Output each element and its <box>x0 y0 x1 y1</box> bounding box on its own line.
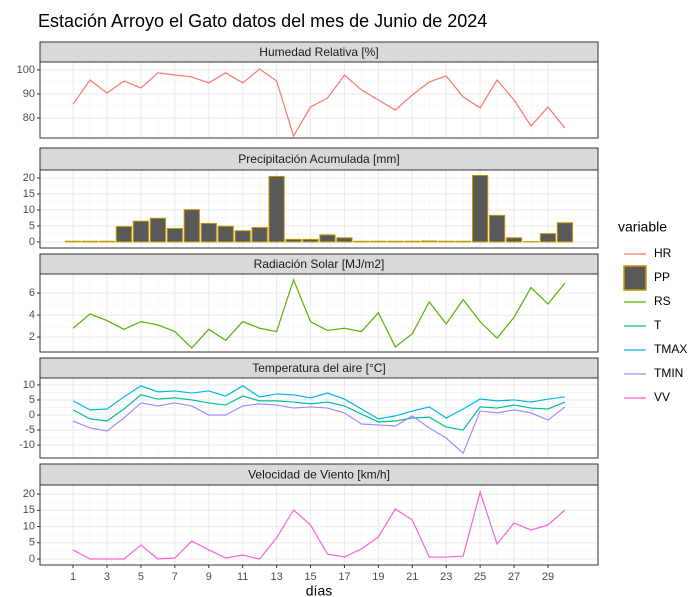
bar <box>488 214 506 243</box>
y-tick-label: 100 <box>17 64 35 76</box>
bar <box>353 240 370 243</box>
bar <box>149 217 167 243</box>
bar <box>115 226 133 243</box>
x-tick-label: 1 <box>70 571 76 583</box>
bar <box>81 240 99 243</box>
y-tick-label: -5 <box>25 424 35 436</box>
x-tick-label: 13 <box>270 571 282 583</box>
bar <box>505 237 523 243</box>
chart-title: Estación Arroyo el Gato datos del mes de… <box>38 11 487 31</box>
x-tick-label: 29 <box>542 571 554 583</box>
bar <box>336 237 353 243</box>
x-tick-label: 23 <box>440 571 452 583</box>
x-tick-label: 11 <box>237 571 248 583</box>
bar <box>183 209 200 243</box>
bar <box>268 175 285 243</box>
y-tick-label: 15 <box>23 188 35 200</box>
y-tick-label: 90 <box>23 88 35 100</box>
bar <box>387 240 404 243</box>
bar <box>319 234 336 243</box>
x-tick-label: 5 <box>138 571 144 583</box>
bar <box>251 227 268 243</box>
y-tick-label: 0 <box>29 409 35 421</box>
x-tick-label: 9 <box>206 571 212 583</box>
bar <box>471 174 489 243</box>
y-tick-label: 20 <box>23 172 35 184</box>
x-tick-label: 7 <box>172 571 178 583</box>
x-tick-label: 19 <box>372 571 384 583</box>
bar <box>455 240 472 243</box>
legend-label: HR <box>654 246 672 260</box>
y-tick-label: 10 <box>23 520 35 532</box>
y-tick-label: 5 <box>29 220 35 232</box>
y-tick-label: -10 <box>19 439 35 451</box>
bar <box>370 240 387 243</box>
y-tick-label: 80 <box>23 112 35 124</box>
bar <box>285 238 302 243</box>
x-tick-label: 15 <box>304 571 316 583</box>
line <box>72 394 566 431</box>
bar <box>438 240 455 243</box>
bar <box>404 240 421 243</box>
bar <box>64 240 82 243</box>
legend-label: RS <box>654 294 671 308</box>
bar <box>556 222 574 243</box>
y-tick-label: 15 <box>23 504 35 516</box>
bar <box>166 228 183 243</box>
line <box>72 490 566 560</box>
legend-label: PP <box>654 270 670 284</box>
x-tick-label: 21 <box>406 571 418 583</box>
x-tick-label: 3 <box>104 571 110 583</box>
panel-border <box>39 273 599 353</box>
line <box>72 385 566 420</box>
bar <box>217 225 234 243</box>
y-tick-label: 4 <box>29 309 35 321</box>
legend-title: variable <box>618 219 667 235</box>
x-axis-label: días <box>306 583 332 597</box>
line <box>72 68 566 138</box>
bar <box>302 238 319 243</box>
bar <box>132 220 150 243</box>
y-tick-label: 6 <box>29 287 35 299</box>
x-tick-label: 17 <box>338 571 350 583</box>
strip-label: Humedad Relativa [%] <box>259 45 378 59</box>
x-tick-label: 27 <box>508 571 520 583</box>
y-tick-label: 2 <box>29 331 35 343</box>
panel <box>40 274 598 352</box>
line <box>72 402 566 455</box>
strip-label: Temperatura del aire [°C] <box>252 361 386 375</box>
legend-label: TMAX <box>654 342 687 356</box>
y-tick-label: 5 <box>29 537 35 549</box>
y-tick-label: 0 <box>29 553 35 565</box>
y-tick-label: 0 <box>29 236 35 248</box>
y-tick-label: 20 <box>23 488 35 500</box>
legend-label: TMIN <box>654 366 683 380</box>
bar <box>539 233 557 243</box>
line <box>72 278 566 349</box>
y-tick-label: 10 <box>23 379 35 391</box>
legend-key <box>623 265 647 291</box>
x-tick-label: 25 <box>474 571 486 583</box>
strip-label: Radiación Solar [MJ/m2] <box>254 257 385 271</box>
panel-border <box>39 484 599 566</box>
bar <box>421 240 438 243</box>
legend-label: VV <box>654 390 670 404</box>
strip-label: Precipitación Acumulada [mm] <box>238 152 399 166</box>
strip-label: Velocidad de Viento [km/h] <box>248 468 390 482</box>
y-tick-label: 10 <box>23 204 35 216</box>
legend-label: T <box>654 318 662 332</box>
panel-border <box>39 377 599 459</box>
panel <box>40 62 598 138</box>
bar <box>234 230 251 243</box>
bar <box>200 222 217 243</box>
bar <box>98 240 116 243</box>
panel-border <box>39 169 599 249</box>
y-tick-label: 5 <box>29 394 35 406</box>
panel-border <box>39 61 599 139</box>
